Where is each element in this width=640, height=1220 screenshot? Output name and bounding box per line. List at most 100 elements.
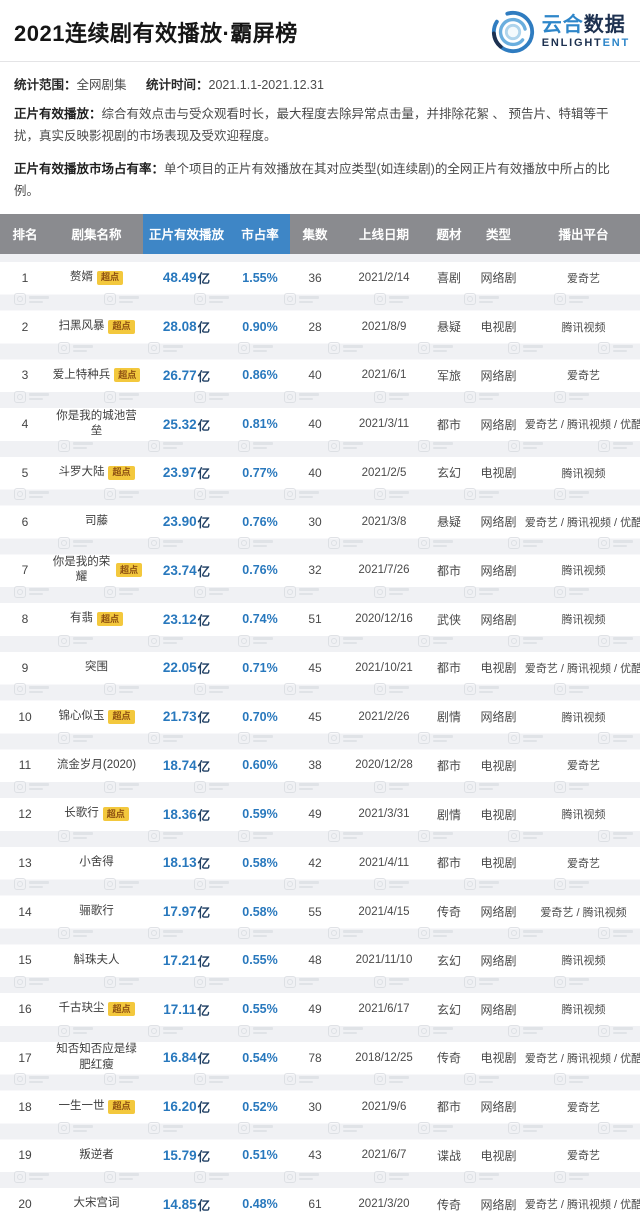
episodes-cell: 30: [308, 514, 322, 529]
share-cell: 0.58%: [242, 904, 278, 919]
page-title: 2021连续剧有效播放·霸屏榜: [14, 20, 298, 46]
watermark: [58, 927, 93, 939]
watermark: [284, 1073, 319, 1086]
episodes-cell: 55: [308, 904, 322, 919]
views-cell: 22.05 亿: [143, 644, 230, 693]
watermark: [598, 439, 633, 452]
table-row: 2 扫黑风暴 超点 28.08 亿 0.90% 28 2021/8/9 悬疑 电…: [0, 302, 640, 351]
views-unit: 亿: [197, 467, 211, 482]
watermark: [194, 488, 229, 501]
watermark: [508, 829, 543, 842]
episodes-cell: 32: [308, 563, 322, 578]
episodes-cell: 61: [308, 1197, 322, 1212]
watermark: [374, 878, 409, 891]
watermark: [104, 488, 139, 501]
share-cell: 0.86%: [242, 368, 278, 383]
table-row: 9 突围 22.05 亿 0.71% 45 2021/10/21 都市 电视剧 …: [0, 644, 640, 693]
drama-name: 你是我的城池营垒: [56, 409, 137, 438]
episodes-cell: 36: [308, 270, 322, 285]
watermark: [104, 975, 139, 988]
watermark: [238, 342, 273, 354]
ranking-table: 排名 剧集名称 正片有效播放 市占率 集数 上线日期 题材 类型 播出平台 1 …: [0, 213, 640, 1220]
watermark: [508, 1024, 543, 1037]
views-unit: 亿: [197, 954, 211, 969]
table-row: 4 你是我的城池营垒 25.32 亿 0.81% 40 2021/3/11 都市…: [0, 400, 640, 449]
genre-cell: 剧情: [436, 807, 461, 822]
watermark: [194, 585, 229, 598]
views-unit: 亿: [197, 1149, 211, 1164]
date-cell: 2021/3/20: [358, 1198, 410, 1211]
enlightent-logo: 云合数据 ENLIGHTENT: [490, 9, 630, 55]
type-cell: 电视剧: [480, 1051, 517, 1066]
watermark: [598, 342, 633, 354]
platform-cell: 爱奇艺 / 腾讯视频 / 优酷: [524, 1199, 640, 1212]
watermark: [554, 585, 589, 598]
share-cell: 0.51%: [242, 1148, 278, 1163]
genre-cell: 都市: [436, 856, 461, 871]
watermark: [284, 780, 319, 793]
views-unit: 亿: [197, 662, 211, 677]
drama-name: 骊歌行: [79, 904, 114, 917]
rank-cell: 16: [18, 1002, 32, 1017]
type-cell: 电视剧: [480, 807, 517, 822]
watermark: [284, 1170, 319, 1183]
date-cell: 2021/8/9: [361, 320, 407, 333]
title-cell: 赘婿 超点: [50, 254, 143, 303]
views-cell: 48.49 亿: [143, 254, 230, 303]
watermark: [374, 975, 409, 988]
premium-badge: 超点: [108, 709, 135, 724]
platform-cell: 爱奇艺 / 腾讯视频: [540, 906, 627, 919]
type-cell: 网络剧: [480, 563, 517, 578]
watermark: [194, 1170, 229, 1183]
watermark: [194, 293, 229, 306]
genre-cell: 剧情: [436, 710, 461, 725]
watermark: [148, 439, 183, 452]
date-cell: 2021/9/6: [361, 1100, 407, 1113]
watermark: [418, 634, 453, 647]
views-value: 21.73: [162, 709, 197, 725]
watermark: [58, 634, 93, 647]
rank-cell: 6: [21, 514, 29, 529]
watermark: [328, 732, 363, 744]
views-cell: 26.77 亿: [143, 351, 230, 400]
title-cell: 你是我的荣耀 超点: [50, 546, 143, 595]
date-cell: 2021/2/26: [358, 710, 410, 723]
rank-cell: 1: [21, 270, 29, 285]
stats-meta: 统计范围：全网剧集 统计时间：2021.1.1-2021.12.31: [0, 62, 640, 93]
title-cell: 小舍得: [50, 839, 143, 888]
episodes-cell: 42: [308, 855, 322, 870]
rank-cell: 5: [21, 465, 29, 480]
title-cell: 斗罗大陆 超点: [50, 449, 143, 498]
rank-cell: 4: [21, 417, 29, 432]
views-value: 17.11: [163, 1001, 197, 1017]
platform-cell: 爱奇艺 / 腾讯视频 / 优酷: [524, 1052, 640, 1065]
table-row: 8 有翡 超点 23.12 亿 0.74% 51 2020/12/16 武侠 网…: [0, 595, 640, 644]
table-row: 10 锦心似玉 超点 21.73 亿 0.70% 45 2021/2/26 剧情…: [0, 692, 640, 741]
views-cell: 18.74 亿: [143, 741, 230, 790]
date-cell: 2021/4/11: [358, 856, 410, 869]
type-cell: 网络剧: [480, 1100, 517, 1115]
watermark: [598, 927, 633, 939]
watermark: [148, 732, 183, 744]
watermark: [58, 342, 93, 354]
drama-name: 流金岁月(2020): [56, 758, 137, 771]
platform-cell: 腾讯视频: [561, 711, 606, 724]
date-cell: 2021/3/31: [358, 808, 410, 821]
views-unit: 亿: [197, 321, 211, 336]
drama-name: 千古玦尘: [58, 1002, 105, 1015]
date-cell: 2020/12/16: [355, 613, 413, 626]
watermark: [104, 683, 139, 696]
views-cell: 16.20 亿: [143, 1082, 230, 1131]
table-row: 12 长歌行 超点 18.36 亿 0.59% 49 2021/3/31 剧情 …: [0, 790, 640, 839]
watermark: [148, 342, 183, 354]
watermark: [374, 293, 409, 306]
views-unit: 亿: [197, 1198, 211, 1213]
watermark: [58, 439, 93, 452]
title-cell: 扫黑风暴 超点: [50, 302, 143, 351]
genre-cell: 武侠: [436, 612, 461, 627]
watermark: [104, 390, 139, 403]
views-unit: 亿: [197, 516, 211, 531]
table-row: 3 爱上特种兵 超点 26.77 亿 0.86% 40 2021/6/1 军旅 …: [0, 351, 640, 400]
episodes-cell: 43: [308, 1148, 322, 1163]
